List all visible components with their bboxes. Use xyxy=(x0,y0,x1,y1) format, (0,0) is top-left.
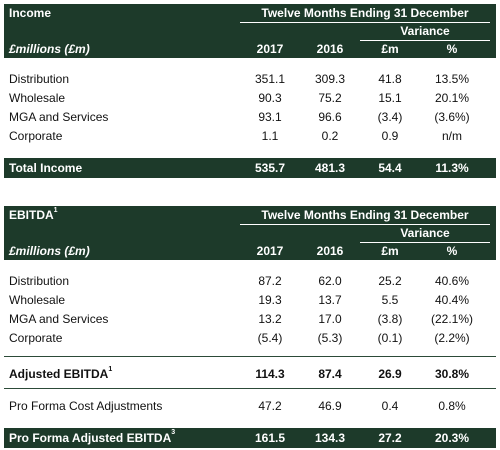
pro-forma-total-row: Pro Forma Adjusted EBITDA3 161.5 134.3 2… xyxy=(4,428,496,448)
table-row: MGA and Services 13.2 17.0 (3.8) (22.1%) xyxy=(9,312,474,326)
divider xyxy=(4,356,496,357)
table-row: Distribution 351.1 309.3 41.8 13.5% xyxy=(9,72,470,86)
col-2016: 2016 xyxy=(316,42,344,56)
ebitda-title: EBITDA1 xyxy=(9,207,58,222)
table-row: Wholesale 19.3 13.7 5.5 40.4% xyxy=(9,293,470,307)
col-variance-gbp: £m xyxy=(381,42,399,56)
ebitda-columns-row: £millions (£m) 2017 2016 £m % xyxy=(4,242,496,260)
income-header-row: Income Twelve Months Ending 31 December xyxy=(4,4,496,22)
divider xyxy=(4,388,496,389)
table-row: Corporate 1.1 0.2 0.9 n/m xyxy=(9,129,462,143)
col-2016: 2016 xyxy=(316,244,344,258)
income-title: Income xyxy=(9,6,52,20)
income-variance-label: Variance xyxy=(400,24,450,38)
col-2017: 2017 xyxy=(256,244,284,258)
income-variance-row: Variance xyxy=(4,22,496,40)
table-row: MGA and Services 93.1 96.6 (3.4) (3.6%) xyxy=(9,110,470,124)
income-units-label: £millions (£m) xyxy=(9,42,90,56)
pro-forma-cost-row: Pro Forma Cost Adjustments 47.2 46.9 0.4… xyxy=(9,399,466,413)
table-row: Corporate (5.4) (5.3) (0.1) (2.2%) xyxy=(9,331,470,345)
income-total-row: Total Income 535.7 481.3 54.4 11.3% xyxy=(4,158,496,178)
ebitda-header-row: EBITDA1 Twelve Months Ending 31 December xyxy=(4,206,496,224)
ebitda-period: Twelve Months Ending 31 December xyxy=(261,208,469,222)
adjusted-ebitda-row: Adjusted EBITDA1 114.3 87.4 26.9 30.8% xyxy=(9,366,470,381)
col-variance-pct: % xyxy=(446,244,458,258)
table-row: Distribution 87.2 62.0 25.2 40.6% xyxy=(9,274,470,288)
col-variance-pct: % xyxy=(446,42,458,56)
ebitda-units-label: £millions (£m) xyxy=(9,244,90,258)
income-columns-row: £millions (£m) 2017 2016 £m % xyxy=(4,40,496,58)
col-2017: 2017 xyxy=(256,42,284,56)
col-variance-gbp: £m xyxy=(381,244,399,258)
ebitda-variance-label: Variance xyxy=(400,226,450,240)
ebitda-variance-row: Variance xyxy=(4,224,496,242)
table-row: Wholesale 90.3 75.2 15.1 20.1% xyxy=(9,91,470,105)
income-period: Twelve Months Ending 31 December xyxy=(261,6,469,20)
